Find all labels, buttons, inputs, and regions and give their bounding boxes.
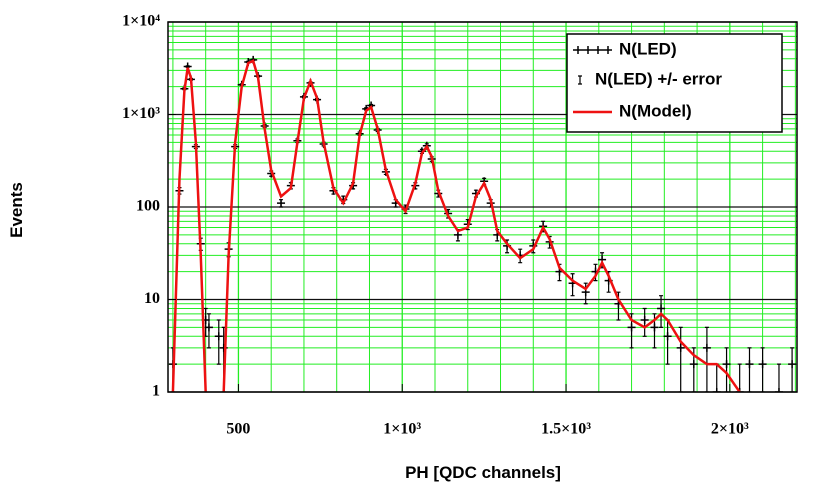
legend-label: N(LED)	[619, 39, 677, 58]
y-tick-label: 10	[144, 290, 160, 307]
y-tick-label: 1	[152, 383, 160, 400]
data-point	[712, 388, 721, 392]
data-point	[735, 388, 744, 392]
legend: N(LED) N(LED) +/- error N(Model)	[566, 33, 783, 133]
error-bar	[704, 326, 709, 392]
error-bar	[216, 319, 221, 365]
data-point	[722, 360, 731, 369]
data-point	[689, 360, 698, 369]
marks	[168, 55, 797, 392]
data-point	[758, 360, 767, 369]
legend-swatch	[573, 46, 612, 54]
x-tick-label: 500	[226, 421, 250, 438]
error-bar	[747, 347, 752, 392]
data-point	[640, 316, 649, 325]
y-tick-label: 100	[136, 198, 160, 215]
error-bar	[776, 363, 781, 392]
data-point	[657, 304, 666, 313]
error-bar	[790, 347, 795, 392]
model-line	[171, 59, 742, 392]
data-point	[650, 323, 659, 332]
legend-label: N(Model)	[619, 101, 692, 120]
error-bar	[760, 347, 765, 392]
data-point	[676, 343, 685, 352]
y-axis-title: Events	[7, 182, 26, 238]
data-point	[214, 332, 223, 341]
legend-label: N(LED) +/- error	[595, 69, 722, 88]
ticks: 500 1×10³ 1.5×10³ 2×10³ 1 10 100 1×10³ 1×10⁴	[122, 13, 749, 438]
x-axis-title: PH [QDC channels]	[405, 463, 561, 482]
x-tick-label: 1×10³	[383, 421, 421, 438]
data-point	[204, 323, 213, 332]
y-tick-label: 1×10³	[122, 105, 160, 122]
x-tick-label: 2×10³	[711, 421, 749, 438]
error-bar	[724, 347, 729, 392]
data-point	[663, 332, 672, 341]
legend-swatch	[578, 75, 582, 85]
x-tick-label: 1.5×10³	[541, 421, 591, 438]
data-point	[627, 323, 636, 332]
y-tick-label: 1×10⁴	[122, 13, 160, 30]
data-point	[277, 199, 286, 208]
data-point	[774, 388, 783, 392]
data-point	[702, 343, 711, 352]
error-bar	[678, 326, 683, 392]
error-bar	[737, 363, 742, 392]
data-point	[788, 360, 797, 369]
data-point	[745, 360, 754, 369]
